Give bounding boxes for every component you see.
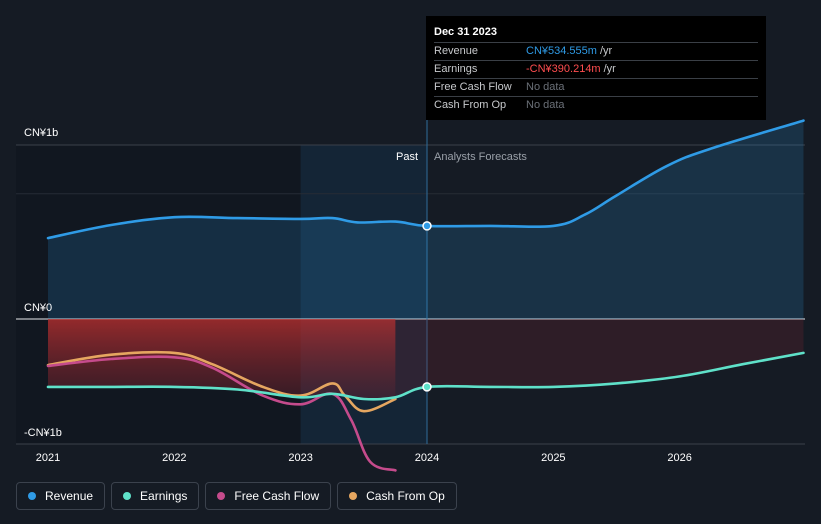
y-tick-label: -CN¥1b bbox=[24, 427, 62, 439]
tooltip-row-revenue: Revenue CN¥534.555m /yr bbox=[434, 42, 758, 60]
free-cash-flow-line bbox=[46, 355, 397, 472]
past-region bbox=[16, 145, 301, 444]
earnings-forecast-area bbox=[395, 319, 804, 398]
tooltip-value: -CN¥390.214m bbox=[526, 63, 601, 75]
revenue-dot-icon bbox=[28, 492, 36, 500]
revenue-marker bbox=[422, 221, 432, 231]
legend-label: Earnings bbox=[140, 489, 188, 503]
data-tooltip: Dec 31 2023 Revenue CN¥534.555m /yr Earn… bbox=[426, 16, 766, 120]
tooltip-unit: /yr bbox=[603, 63, 616, 75]
legend-item-free-cash-flow[interactable]: Free Cash Flow bbox=[205, 482, 332, 510]
cash-from-op-line bbox=[46, 350, 397, 413]
y-tick-label: CN¥1b bbox=[24, 127, 58, 139]
tooltip-value: No data bbox=[526, 99, 565, 111]
tooltip-label: Cash From Op bbox=[434, 99, 507, 111]
x-tick-label: 2024 bbox=[415, 452, 439, 464]
y-tick-label: CN¥0 bbox=[24, 302, 52, 314]
revenue-line bbox=[46, 119, 805, 240]
x-tick-label: 2026 bbox=[667, 452, 691, 464]
legend-label: Revenue bbox=[45, 489, 94, 503]
tooltip-date: Dec 31 2023 bbox=[434, 26, 497, 38]
tooltip-row-earnings: Earnings -CN¥390.214m /yr bbox=[434, 60, 758, 78]
x-tick-label: 2022 bbox=[162, 452, 186, 464]
legend-item-earnings[interactable]: Earnings bbox=[111, 482, 200, 510]
tooltip-label: Earnings bbox=[434, 63, 478, 75]
x-tick-label: 2025 bbox=[541, 452, 565, 464]
x-tick-label: 2023 bbox=[288, 452, 312, 464]
tooltip-value: CN¥534.555m bbox=[526, 45, 597, 57]
earnings-line bbox=[46, 351, 805, 401]
tooltip-row-cash-from-op: Cash From Op No data bbox=[434, 96, 758, 114]
revenue-area bbox=[48, 120, 804, 319]
tooltip-label: Free Cash Flow bbox=[434, 81, 512, 93]
earnings-marker bbox=[422, 382, 432, 392]
legend-label: Free Cash Flow bbox=[234, 489, 320, 503]
cash-from-op-dot-icon bbox=[349, 492, 358, 500]
tooltip-label: Revenue bbox=[434, 45, 479, 57]
legend-label: Cash From Op bbox=[366, 489, 445, 503]
earnings-loss-area bbox=[48, 319, 396, 400]
chart-legend: Revenue Earnings Free Cash Flow Cash Fro… bbox=[16, 482, 457, 512]
tooltip-row-free-cash-flow: Free Cash Flow No data bbox=[434, 78, 758, 96]
x-tick-label: 2021 bbox=[36, 452, 60, 464]
earnings-dot-icon bbox=[123, 492, 132, 500]
past-label: Past bbox=[396, 151, 418, 163]
forecast-label: Analysts Forecasts bbox=[434, 151, 527, 163]
legend-item-cash-from-op[interactable]: Cash From Op bbox=[337, 482, 457, 510]
tooltip-unit: /yr bbox=[599, 45, 613, 57]
tooltip-value: No data bbox=[526, 81, 565, 93]
legend-item-revenue[interactable]: Revenue bbox=[16, 482, 106, 510]
free-cash-flow-dot-icon bbox=[217, 492, 226, 500]
